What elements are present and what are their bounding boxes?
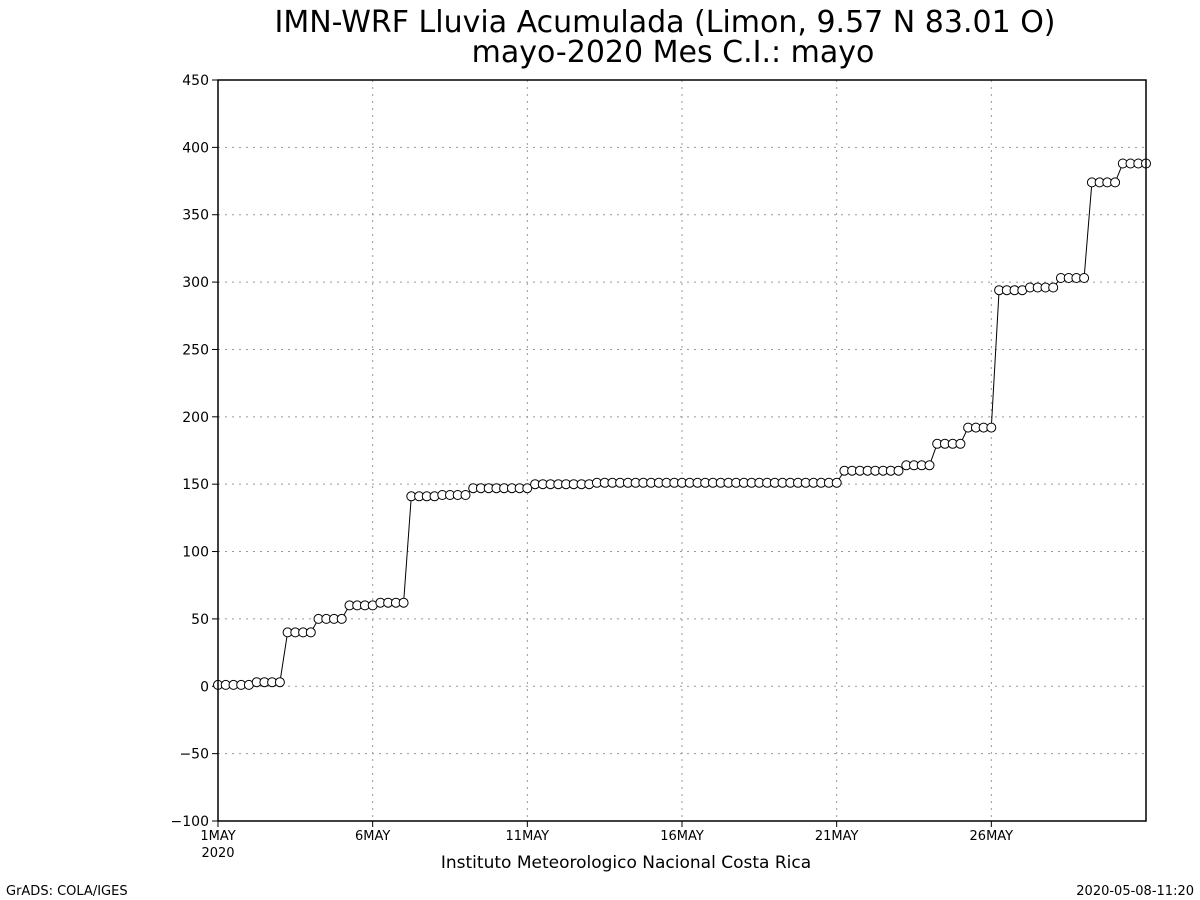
y-tick-label: 50 — [191, 612, 209, 628]
y-tick-label: 150 — [182, 477, 209, 493]
data-point — [522, 483, 533, 494]
x-tick-label: 26MAY — [970, 829, 1014, 844]
y-tick-label: 450 — [182, 73, 209, 89]
x-tick-label: 11MAY — [506, 829, 550, 844]
y-tick-label: 100 — [182, 545, 209, 561]
data-point — [893, 465, 904, 476]
y-tick-label: 200 — [182, 410, 209, 426]
data-point — [336, 613, 347, 624]
series-rain — [213, 158, 1151, 690]
data-point — [831, 477, 842, 488]
y-axis: −100 −50 0 50 100 150 200 250 300 350 400 450 — [171, 73, 218, 830]
x-axis-label: Instituto Meteorologico Nacional Costa R… — [441, 853, 811, 873]
data-point — [1079, 273, 1090, 283]
data-point — [1048, 282, 1059, 293]
y-tick-label: 400 — [182, 140, 209, 156]
plot-frame — [217, 79, 1147, 822]
y-tick-label: 250 — [182, 342, 209, 358]
data-point — [955, 438, 966, 449]
x-tick-label: 16MAY — [660, 829, 704, 844]
data-point — [305, 627, 316, 638]
footer-right: 2020-05-08-11:20 — [1076, 884, 1194, 899]
data-point — [1110, 177, 1121, 188]
y-tick-label: 0 — [200, 679, 209, 695]
chart-title: IMN-WRF Lluvia Acumulada (Limon, 9.57 N … — [274, 5, 1055, 40]
grid — [218, 80, 1146, 821]
data-point — [924, 460, 935, 471]
y-tick-label: 350 — [182, 208, 209, 224]
x-tick-label: 1MAY — [200, 829, 235, 844]
x-tick-label: 6MAY — [355, 829, 390, 844]
x-tick-label: 21MAY — [815, 829, 859, 844]
data-point — [274, 677, 285, 688]
chart-subtitle: mayo-2020 Mes C.I.: mayo — [472, 35, 875, 70]
data-point — [986, 422, 997, 433]
x-tick-sublabel: 2020 — [201, 846, 234, 861]
data-point — [398, 597, 409, 608]
y-tick-label: 300 — [182, 275, 209, 291]
footer-left: GrADS: COLA/IGES — [6, 884, 128, 899]
y-tick-label: −100 — [171, 814, 209, 830]
y-tick-label: −50 — [179, 747, 209, 763]
x-axis: 1MAY 2020 6MAY 11MAY 16MAY 21MAY 26MAY — [200, 821, 1013, 861]
data-point — [460, 490, 471, 500]
